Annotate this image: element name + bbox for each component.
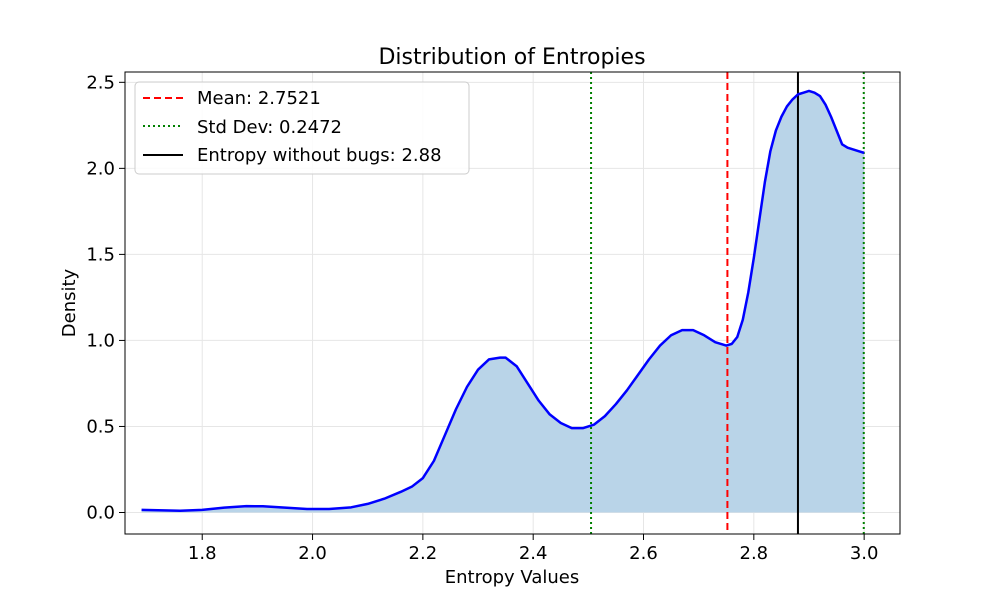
density-curve [141,89,865,513]
y-tick-label: 0.5 [86,416,115,437]
legend-label-mean: Mean: 2.7521 [197,88,321,109]
y-tick-label: 0.0 [86,502,115,523]
x-axis-title: Entropy Values [445,567,579,588]
y-tick-label: 1.0 [86,330,115,351]
y-tick-label: 1.5 [86,244,115,265]
y-tick-label: 2.0 [86,158,115,179]
x-tick-label: 2.4 [519,543,548,564]
x-axis-ticks: 1.8 2.0 2.2 2.4 2.6 2.8 3.0 [188,534,879,564]
density-curve-group [141,89,865,513]
x-tick-label: 1.8 [188,543,217,564]
plot-frame [124,71,901,535]
x-tick-label: 2.6 [629,543,658,564]
x-tick-label: 2.0 [298,543,327,564]
x-tick-label: 3.0 [850,543,879,564]
legend-label-std-dev: Std Dev: 0.2472 [197,117,342,138]
legend-frame [134,81,470,175]
y-tick-label: 2.5 [86,72,115,93]
y-axis-title: Density [59,268,80,337]
x-tick-label: 2.2 [409,543,438,564]
density-area [141,90,865,513]
y-axis-ticks: 0.0 0.5 1.0 1.5 2.0 2.5 [86,72,125,523]
legend: Mean: 2.7521 Std Dev: 0.2472 Entropy wit… [134,81,470,175]
chart-title: Distribution of Entropies [378,45,645,70]
reference-lines [590,72,865,534]
x-tick-label: 2.8 [740,543,769,564]
legend-label-entropy-without-bugs: Entropy without bugs: 2.88 [197,145,442,166]
density-area-group [141,90,865,513]
